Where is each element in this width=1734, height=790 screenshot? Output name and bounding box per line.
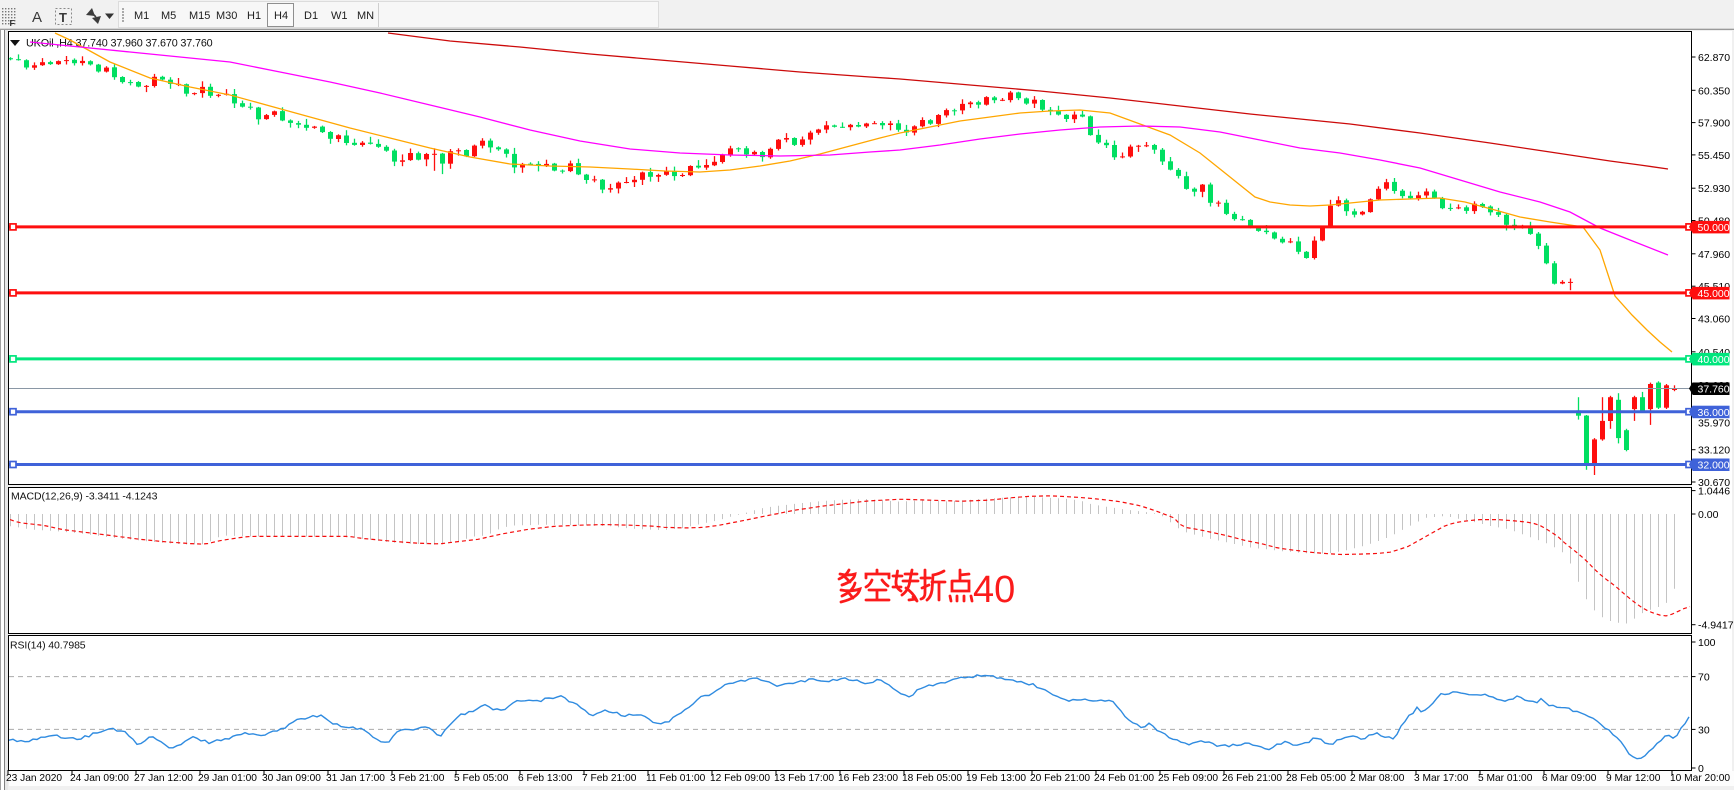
svg-text:0.00: 0.00 — [1698, 509, 1719, 521]
svg-text:40.000: 40.000 — [1698, 354, 1730, 366]
svg-text:55.450: 55.450 — [1698, 150, 1730, 162]
svg-text:18 Feb 05:00: 18 Feb 05:00 — [902, 773, 962, 784]
svg-text:D1: D1 — [304, 10, 318, 22]
svg-text:50.000: 50.000 — [1698, 222, 1730, 234]
svg-text:40: 40 — [973, 569, 1015, 611]
svg-text:27 Jan 12:00: 27 Jan 12:00 — [134, 773, 193, 784]
svg-text:43.060: 43.060 — [1698, 314, 1730, 326]
svg-text:19 Feb 13:00: 19 Feb 13:00 — [966, 773, 1026, 784]
svg-text:31 Jan 17:00: 31 Jan 17:00 — [326, 773, 385, 784]
svg-text:35.970: 35.970 — [1698, 418, 1730, 430]
svg-text:M30: M30 — [216, 10, 237, 22]
svg-text:M1: M1 — [134, 10, 149, 22]
svg-text:20 Feb 21:00: 20 Feb 21:00 — [1030, 773, 1090, 784]
svg-text:52.930: 52.930 — [1698, 183, 1730, 195]
svg-text:-4.9417: -4.9417 — [1698, 620, 1734, 632]
svg-text:1.0446: 1.0446 — [1698, 486, 1730, 498]
svg-text:37.760: 37.760 — [1698, 384, 1730, 396]
svg-text:F: F — [10, 18, 15, 28]
svg-text:11 Feb 01:00: 11 Feb 01:00 — [646, 773, 706, 784]
svg-text:36.000: 36.000 — [1698, 407, 1730, 419]
svg-text:3 Mar 17:00: 3 Mar 17:00 — [1414, 773, 1469, 784]
svg-text:A: A — [32, 9, 42, 26]
svg-text:13 Feb 17:00: 13 Feb 17:00 — [774, 773, 834, 784]
svg-text:H1: H1 — [247, 10, 261, 22]
svg-text:M5: M5 — [161, 10, 176, 22]
svg-text:29 Jan 01:00: 29 Jan 01:00 — [198, 773, 257, 784]
svg-text:30 Jan 09:00: 30 Jan 09:00 — [262, 773, 321, 784]
svg-text:30.670: 30.670 — [1698, 477, 1730, 489]
svg-text:12 Feb 09:00: 12 Feb 09:00 — [710, 773, 770, 784]
svg-text:33.120: 33.120 — [1698, 445, 1730, 457]
svg-text:57.900: 57.900 — [1698, 118, 1730, 130]
svg-text:24 Jan 09:00: 24 Jan 09:00 — [70, 773, 129, 784]
svg-text:3 Feb 21:00: 3 Feb 21:00 — [390, 773, 445, 784]
svg-text:MACD(12,26,9) -3.3411 -4.1243: MACD(12,26,9) -3.3411 -4.1243 — [11, 491, 158, 503]
svg-text:W1: W1 — [331, 10, 348, 22]
svg-text:H4: H4 — [274, 10, 288, 22]
svg-text:70: 70 — [1698, 672, 1710, 684]
svg-text:2 Mar 08:00: 2 Mar 08:00 — [1350, 773, 1405, 784]
svg-text:60.350: 60.350 — [1698, 85, 1730, 97]
svg-text:RSI(14) 40.7985: RSI(14) 40.7985 — [10, 640, 86, 652]
svg-text:T: T — [59, 10, 67, 25]
svg-text:26 Feb 21:00: 26 Feb 21:00 — [1222, 773, 1282, 784]
svg-text:32.000: 32.000 — [1698, 460, 1730, 472]
svg-text:MN: MN — [357, 10, 374, 22]
svg-text:62.870: 62.870 — [1698, 52, 1730, 64]
svg-text:M15: M15 — [189, 10, 210, 22]
svg-text:28 Feb 05:00: 28 Feb 05:00 — [1286, 773, 1346, 784]
svg-text:9 Mar 12:00: 9 Mar 12:00 — [1606, 773, 1661, 784]
svg-text:10 Mar 20:00: 10 Mar 20:00 — [1670, 773, 1730, 784]
svg-text:25 Feb 09:00: 25 Feb 09:00 — [1158, 773, 1218, 784]
svg-text:16 Feb 23:00: 16 Feb 23:00 — [838, 773, 898, 784]
svg-text:5 Feb 05:00: 5 Feb 05:00 — [454, 773, 509, 784]
svg-text:47.960: 47.960 — [1698, 249, 1730, 261]
svg-text:UKOil ,H4 37.740 37.960 37.67: UKOil ,H4 37.740 37.960 37.670 37.760 — [26, 38, 213, 50]
svg-text:100: 100 — [1698, 637, 1716, 649]
svg-text:5 Mar 01:00: 5 Mar 01:00 — [1478, 773, 1533, 784]
svg-text:0: 0 — [1698, 763, 1704, 775]
svg-text:45.000: 45.000 — [1698, 288, 1730, 300]
svg-text:24 Feb 01:00: 24 Feb 01:00 — [1094, 773, 1154, 784]
svg-text:6 Feb 13:00: 6 Feb 13:00 — [518, 773, 573, 784]
svg-text:30: 30 — [1698, 724, 1710, 736]
svg-text:6 Mar 09:00: 6 Mar 09:00 — [1542, 773, 1597, 784]
svg-text:23 Jan 2020: 23 Jan 2020 — [6, 773, 62, 784]
svg-text:7 Feb 21:00: 7 Feb 21:00 — [582, 773, 637, 784]
